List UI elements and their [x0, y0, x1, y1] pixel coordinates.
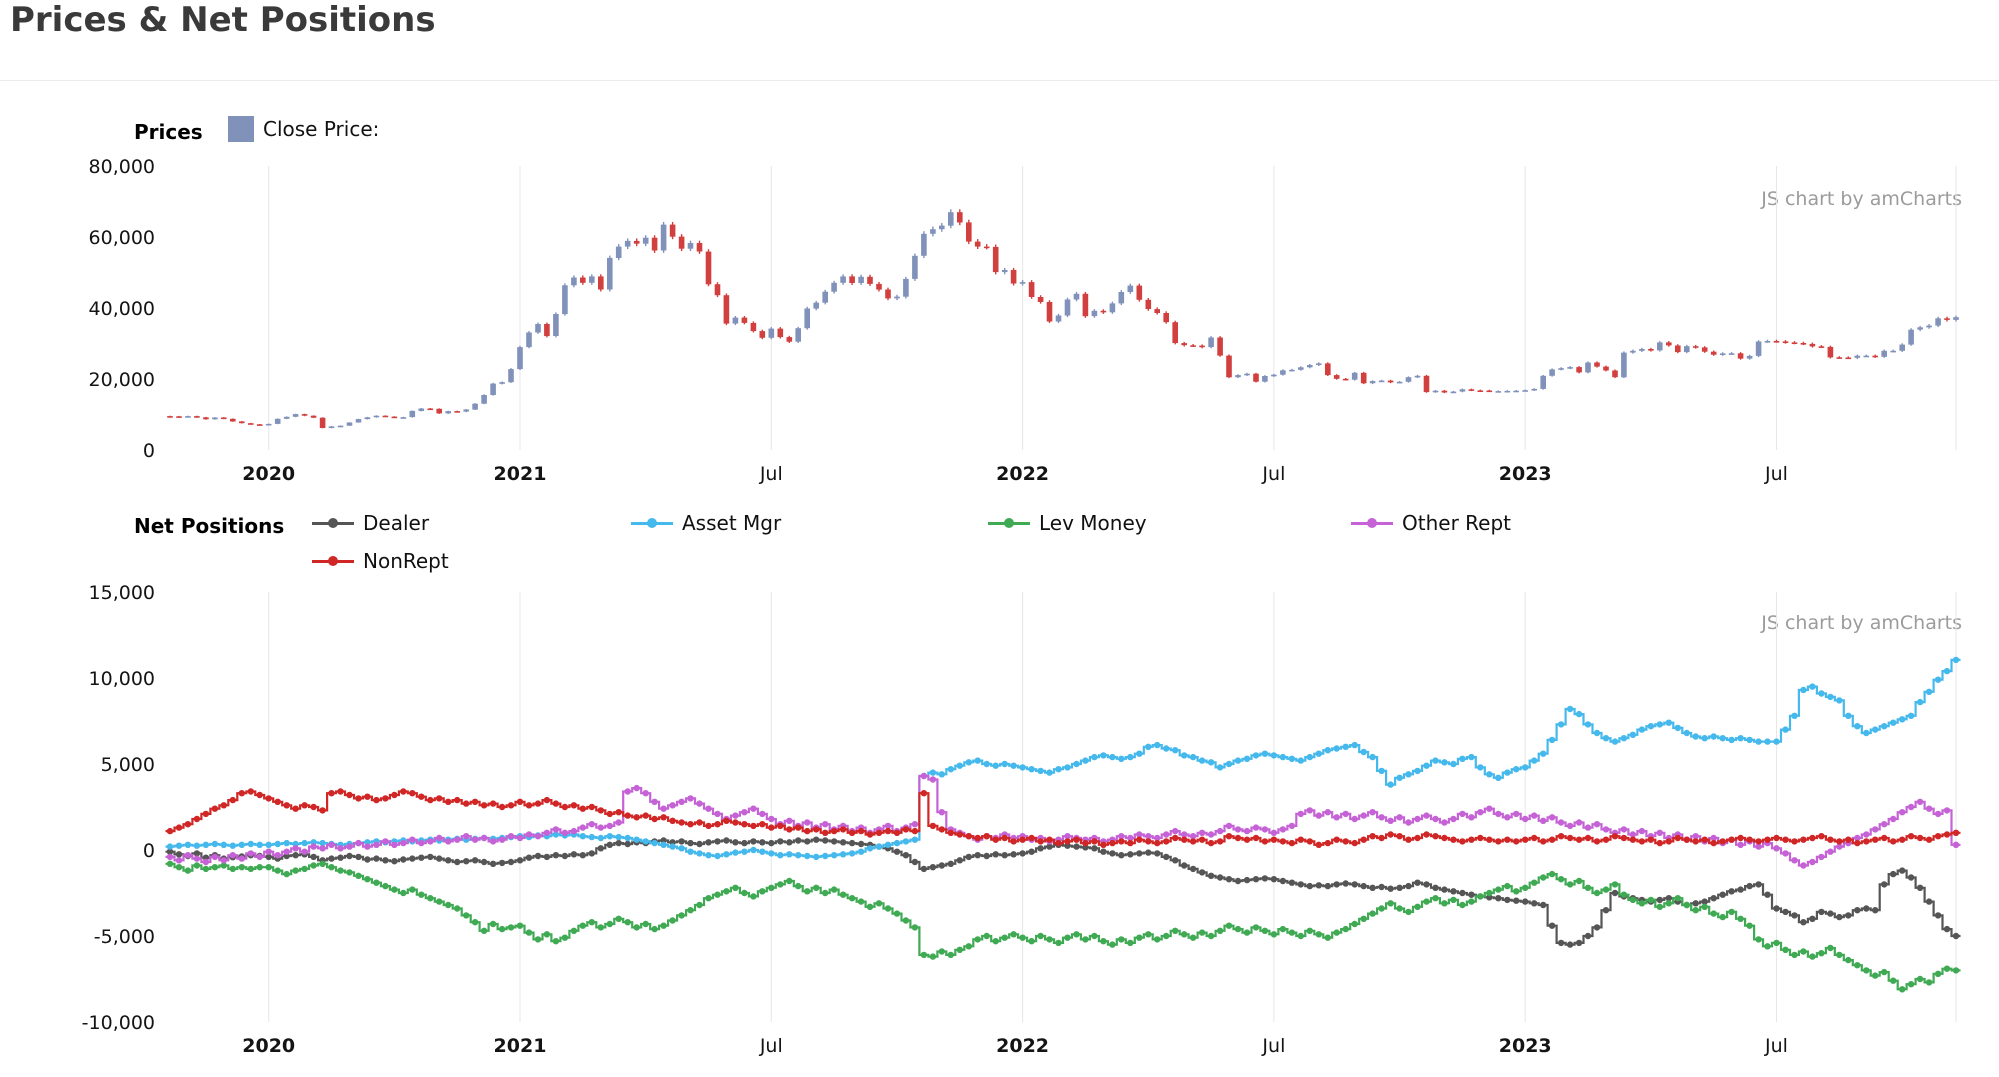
svg-text:2022: 2022 [996, 463, 1049, 485]
amcharts-watermark[interactable]: JS chart by amCharts [1761, 612, 1962, 634]
series-line-asset-mgr [165, 658, 1961, 858]
svg-text:15,000: 15,000 [89, 582, 155, 604]
legend-item-nonrept[interactable]: NonRept [312, 549, 449, 573]
svg-text:80,000: 80,000 [89, 156, 155, 178]
svg-text:Jul: Jul [1261, 1035, 1285, 1057]
prices-legend-title: Prices [134, 120, 203, 144]
svg-text:10,000: 10,000 [89, 668, 155, 690]
series-bullets-lev-money [166, 860, 1960, 993]
other-rept-marker-icon [1351, 516, 1393, 530]
legend-item-dealer[interactable]: Dealer [312, 511, 429, 535]
dealer-marker-icon [312, 516, 354, 530]
legend-label-close-price: Close Price: [263, 117, 380, 141]
svg-text:2022: 2022 [996, 1035, 1049, 1057]
prices-chart: Prices Close Price: JS chart by amCharts… [0, 100, 1999, 495]
svg-text:60,000: 60,000 [89, 227, 155, 249]
series-bullets-nonrept [166, 788, 1960, 848]
x-axis-labels: 2020 2021 Jul 2022 Jul 2023 Jul [242, 463, 1788, 485]
svg-text:20,000: 20,000 [89, 369, 155, 391]
legend-item-other-rept[interactable]: Other Rept [1351, 511, 1511, 535]
lev-money-marker-icon [988, 516, 1030, 530]
svg-text:2021: 2021 [494, 1035, 547, 1057]
x-axis-labels: 2020 2021 Jul 2022 Jul 2023 Jul [242, 1035, 1788, 1057]
svg-text:0: 0 [143, 840, 155, 862]
svg-text:2023: 2023 [1499, 463, 1552, 485]
header-divider [0, 80, 1999, 81]
series-bullets-asset-mgr [166, 656, 1960, 861]
svg-text:Jul: Jul [1261, 463, 1285, 485]
close-price-swatch-icon [228, 116, 254, 142]
svg-text:Jul: Jul [759, 463, 783, 485]
net-positions-chart: Net Positions Dealer Asset Mgr Lev Money… [0, 495, 1999, 1077]
gridlines [268, 592, 1957, 1022]
svg-text:0: 0 [143, 440, 155, 462]
series-line-lev-money [165, 862, 1961, 991]
candlestick-series [167, 209, 1959, 429]
legend-label-lev-money: Lev Money [1039, 511, 1147, 535]
legend-item-asset-mgr[interactable]: Asset Mgr [631, 511, 781, 535]
net-positions-legend-title: Net Positions [134, 514, 285, 538]
gridlines [268, 166, 1957, 450]
legend-label-nonrept: NonRept [363, 549, 449, 573]
amcharts-watermark[interactable]: JS chart by amCharts [1761, 188, 1962, 210]
nonrept-marker-icon [312, 554, 354, 568]
svg-text:2021: 2021 [494, 463, 547, 485]
page-title: Prices & Net Positions [10, 0, 436, 40]
svg-text:2020: 2020 [242, 1035, 295, 1057]
svg-text:40,000: 40,000 [89, 298, 155, 320]
prices-plot-area[interactable]: 0 20,000 40,000 60,000 80,000 2020 2021 Jul 2022… [0, 148, 1999, 492]
svg-text:2020: 2020 [242, 463, 295, 485]
legend-item-close-price[interactable]: Close Price: [228, 116, 379, 142]
svg-text:5,000: 5,000 [101, 754, 155, 776]
svg-text:Jul: Jul [1764, 463, 1788, 485]
svg-text:Jul: Jul [1764, 1035, 1788, 1057]
asset-mgr-marker-icon [631, 516, 673, 530]
series-bullets-dealer [166, 836, 1960, 948]
series-line-other-rept [165, 774, 1961, 867]
legend-label-dealer: Dealer [363, 511, 430, 535]
net-positions-plot-area[interactable]: -10,000 -5,000 0 5,000 10,000 15,000 2020 2021 J… [0, 572, 1999, 1077]
svg-text:Jul: Jul [759, 1035, 783, 1057]
legend-item-lev-money[interactable]: Lev Money [988, 511, 1147, 535]
svg-text:-5,000: -5,000 [94, 926, 155, 948]
svg-text:2023: 2023 [1499, 1035, 1552, 1057]
series-bullets-other-rept [166, 772, 1960, 869]
y-axis-labels: 0 20,000 40,000 60,000 80,000 [89, 156, 155, 462]
series-line-dealer [165, 838, 1961, 946]
legend-label-asset-mgr: Asset Mgr [682, 511, 782, 535]
legend-label-other-rept: Other Rept [1402, 511, 1511, 535]
svg-text:-10,000: -10,000 [82, 1012, 155, 1034]
y-axis-labels: -10,000 -5,000 0 5,000 10,000 15,000 [82, 582, 155, 1034]
